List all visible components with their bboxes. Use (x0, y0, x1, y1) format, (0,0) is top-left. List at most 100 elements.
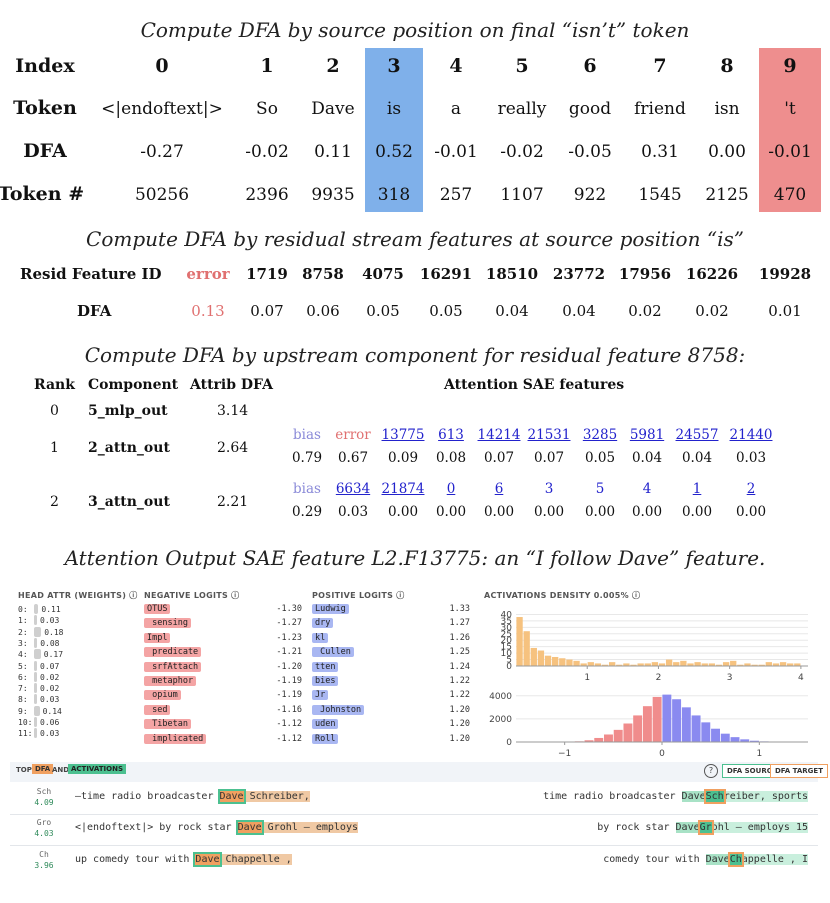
sae-feature-r1-5[interactable]: 21531 (527, 427, 571, 443)
resid-feature-id-0: error (186, 265, 230, 283)
sae-feature-r1-2[interactable]: 13775 (381, 427, 425, 443)
density-bar-16 (630, 664, 637, 666)
sae-feature-r2-2[interactable]: 21874 (381, 481, 425, 497)
dfa-target-button[interactable]: DFA TARGET (770, 764, 828, 778)
positive-logit-value-5: 1.22 (449, 676, 470, 686)
example-activation-0: 4.09 (34, 798, 54, 807)
table-cell-token_ids-7: 1545 (638, 185, 682, 205)
negative-logits-title: NEGATIVE LOGITS ⓘ (144, 591, 240, 600)
density-bar-8 (573, 660, 580, 666)
dfa-histogram-chart: 0 2000 4000 −1 0 1 (489, 692, 808, 759)
head-weight-bar-1 (34, 615, 37, 626)
caption-dfa-by-component: Compute DFA by upstream component for re… (84, 343, 746, 367)
sae-value-r1-9: 0.03 (735, 450, 767, 466)
density-bar-15 (623, 663, 630, 666)
attrib-1: 2.64 (217, 440, 249, 456)
density-bar-9 (580, 663, 587, 666)
table-cell-indices-5: 5 (515, 55, 529, 77)
example-right-pre-2: comedy tour with (603, 854, 706, 865)
resid-feature-dfa-1: 0.07 (250, 302, 284, 320)
sae-value-r1-2: 0.09 (387, 450, 419, 466)
positive-logit-token-7: Johnston (312, 704, 365, 715)
density-bar-33 (751, 664, 758, 666)
help-icon[interactable]: ? (704, 764, 718, 778)
negative-logit-token-7: sed (144, 704, 171, 715)
sae-feature-r2-1[interactable]: 6634 (335, 481, 371, 497)
positive-logit-value-1: 1.27 (449, 618, 470, 629)
sae-feature-r1-6[interactable]: 3285 (582, 427, 618, 443)
sae-feature-r1-8[interactable]: 24557 (675, 427, 719, 443)
hist-ytick-0: 0 (506, 738, 512, 748)
head-value-8: 0.03 (40, 695, 60, 705)
positive-logit-token-6: Jr (312, 690, 329, 701)
sae-value-r1-6: 0.05 (584, 450, 616, 466)
attrib-2: 2.21 (217, 494, 249, 510)
table-cell-token_ids-5: 1107 (500, 185, 544, 205)
head-label-11: 11: (18, 729, 33, 739)
negative-logit-value-4: -1.20 (276, 661, 302, 672)
head-value-9: 0.14 (42, 706, 62, 716)
sae-feature-r2-9[interactable]: 2 (746, 481, 756, 497)
density-ytick-mid-0: 20 (501, 636, 513, 646)
density-bar-18 (644, 663, 651, 666)
head-label-9: 9: (18, 706, 28, 716)
density-bar-4 (544, 655, 552, 666)
example-activation-1: 4.03 (34, 829, 54, 838)
head-value-0: 0.11 (41, 605, 61, 614)
table-cell-dfa-9: -0.01 (768, 142, 812, 162)
example-right-highlight-1: Dave (675, 822, 700, 833)
head-label-3: 3: (18, 638, 28, 648)
density-bar-5 (552, 656, 559, 666)
sae-feature-r2-7[interactable]: 4 (642, 481, 652, 497)
density-bar-31 (737, 664, 744, 666)
example-left-context-2: up comedy tour with Dave Chappelle , (75, 852, 292, 867)
negative-logit-token-9: implicated (144, 733, 207, 744)
hist-bar-13 (691, 715, 701, 742)
sae-feature-r2-8[interactable]: 1 (692, 481, 702, 497)
table-cell-indices-7: 7 (653, 55, 667, 77)
table-cell-indices-8: 8 (720, 55, 734, 77)
table-cell-indices-4: 4 (449, 55, 463, 77)
resid-feature-dfa-4: 0.05 (429, 302, 463, 320)
sae-feature-r1-4[interactable]: 14214 (477, 427, 521, 443)
table-cell-indices-2: 2 (326, 55, 340, 77)
sae-feature-r2-4[interactable]: 6 (494, 481, 504, 497)
example-activation-2: 3.96 (34, 861, 54, 870)
table-cell-token_ids-0: 50256 (134, 185, 190, 205)
example-right-post-1: ohl — employs 15 (711, 822, 808, 833)
caption-dfa-by-position: Compute DFA by source position on final … (140, 18, 690, 42)
sae-feature-r1-9[interactable]: 21440 (729, 427, 773, 443)
sae-feature-r2-5[interactable]: 3 (544, 481, 554, 497)
example-left-highlight-1: Dave (235, 820, 264, 835)
example-token-2: Ch (39, 850, 49, 859)
density-bar-6 (559, 658, 566, 666)
sae-feature-r1-3[interactable]: 613 (438, 427, 464, 443)
negative-logit-token-3: predicate (144, 647, 202, 658)
positive-logit-value-0: 1.33 (449, 604, 470, 614)
density-bar-14 (616, 664, 623, 666)
resid-feature-id-6: 23772 (552, 265, 606, 283)
row-label-2: DFA (23, 140, 67, 162)
table-cell-token_ids-6: 922 (573, 185, 607, 205)
table-cell-tokens-4: a (450, 99, 462, 119)
sae-value-r2-9: 0.00 (735, 504, 767, 520)
hist-xtick-2: 1 (756, 749, 762, 759)
negative-logit-chip-9: implicated (144, 733, 207, 744)
positive-logit-chip-5: bies (312, 676, 339, 686)
example-right-context-2: comedy tour with DaveChappelle , I (603, 852, 808, 867)
density-xtick-3: 4 (798, 673, 804, 683)
density-bar-20 (658, 663, 666, 666)
positive-logit-value-8: 1.20 (449, 719, 470, 730)
head-weight-bar-3 (34, 637, 38, 648)
example-right-post-2: appelle , I (741, 854, 808, 865)
table-cell-token_ids-2: 9935 (311, 185, 355, 205)
sae-feature-r1-7[interactable]: 5981 (629, 427, 665, 443)
sae-feature-r2-3[interactable]: 0 (446, 481, 456, 497)
positive-logit-value-7: 1.20 (449, 704, 470, 715)
sae-feature-r2-6[interactable]: 5 (595, 481, 605, 497)
head-value-5: 0.07 (40, 661, 60, 671)
activations-density-title: ACTIVATIONS DENSITY 0.005% ⓘ (484, 591, 641, 600)
head-value-6: 0.02 (40, 672, 60, 682)
head-label-5: 5: (18, 661, 28, 671)
density-bar-32 (744, 663, 751, 666)
